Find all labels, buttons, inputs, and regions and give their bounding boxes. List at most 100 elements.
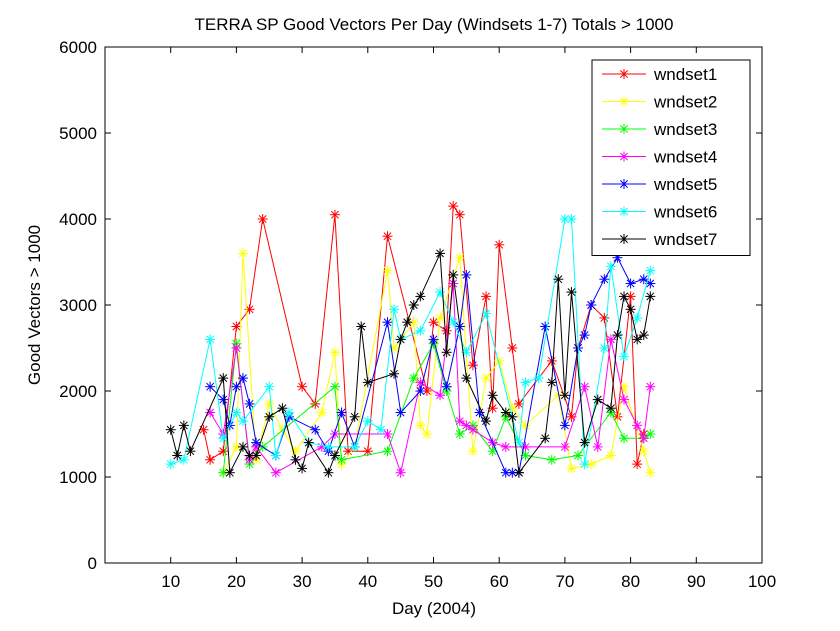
- data-point: [244, 398, 255, 409]
- data-point: [205, 334, 216, 345]
- data-point: [494, 355, 505, 366]
- legend-item: wndset5: [602, 175, 717, 194]
- data-point: [329, 429, 340, 439]
- data-point: [172, 450, 183, 461]
- data-point: [237, 373, 248, 384]
- data-point: [237, 441, 248, 452]
- data-point: [474, 407, 485, 418]
- series-wndset6: [165, 214, 656, 470]
- data-point: [303, 437, 314, 448]
- data-point: [566, 463, 577, 474]
- x-tick-label: 90: [687, 572, 706, 591]
- x-tick-label: 40: [358, 572, 377, 591]
- data-point: [323, 467, 334, 478]
- legend-item: wndset3: [602, 120, 717, 139]
- data-point: [520, 377, 531, 388]
- legend-label: wndset7: [653, 230, 717, 249]
- legend: wndset1 wndset2 wndset3 wndset4 wndset5 wndse…: [591, 59, 751, 256]
- data-point: [349, 441, 360, 452]
- series-line-wndset2: [222, 253, 651, 473]
- legend-label: wndset4: [653, 148, 717, 167]
- legend-box: [591, 59, 751, 256]
- data-point: [441, 347, 452, 358]
- data-point: [264, 381, 275, 392]
- data-point: [487, 390, 498, 401]
- data-point: [448, 317, 459, 328]
- axes: 10 20 30 40 50 60 70 80 90 1000100020003000400050…: [59, 38, 776, 591]
- data-point: [632, 420, 643, 431]
- data-point: [244, 304, 255, 315]
- data-point: [638, 274, 649, 285]
- legend-item: wndset6: [602, 203, 717, 222]
- data-point: [513, 398, 524, 409]
- data-point: [257, 214, 268, 224]
- data-point: [632, 459, 643, 470]
- series-wndset7: [165, 248, 656, 478]
- data-point: [467, 446, 478, 457]
- data-point: [329, 381, 340, 392]
- data-point: [540, 321, 551, 332]
- data-point: [218, 446, 229, 457]
- data-point: [454, 209, 465, 220]
- data-point: [441, 381, 452, 392]
- series-wndset1: [198, 201, 649, 470]
- legend-marker: [619, 96, 629, 107]
- data-point: [619, 291, 630, 302]
- data-point: [231, 343, 242, 353]
- legend-marker: [619, 206, 629, 217]
- y-tick-label: 3000: [59, 296, 97, 315]
- data-point: [632, 312, 643, 323]
- data-point: [382, 429, 393, 439]
- data-point: [645, 291, 656, 302]
- data-point: [619, 394, 630, 405]
- legend-marker: [619, 179, 629, 189]
- data-point: [336, 407, 347, 418]
- legend-label: wndset5: [653, 175, 717, 194]
- data-point: [645, 265, 656, 276]
- data-point: [165, 424, 176, 435]
- data-point: [382, 231, 393, 242]
- data-point: [408, 373, 419, 384]
- data-point: [625, 304, 636, 315]
- y-axis-label: Good Vectors > 1000: [25, 225, 44, 385]
- data-point: [638, 330, 649, 341]
- legend-marker: [619, 69, 629, 79]
- data-point: [389, 368, 400, 379]
- data-point: [415, 386, 426, 396]
- data-point: [297, 463, 308, 474]
- data-point: [329, 209, 340, 220]
- data-point: [461, 420, 472, 431]
- data-point: [218, 433, 229, 444]
- data-point: [435, 390, 446, 401]
- data-point: [231, 321, 242, 332]
- chart-title: TERRA SP Good Vectors Per Day (Windsets …: [195, 15, 674, 34]
- y-tick-label: 5000: [59, 124, 97, 143]
- data-point: [231, 441, 242, 452]
- data-point: [540, 433, 551, 444]
- data-point: [435, 312, 446, 323]
- data-point: [645, 467, 656, 478]
- data-point: [218, 373, 229, 384]
- data-point: [507, 343, 518, 353]
- data-point: [218, 394, 229, 405]
- data-point: [415, 325, 426, 336]
- y-tick-label: 4000: [59, 210, 97, 229]
- data-point: [362, 377, 373, 388]
- data-point: [415, 291, 426, 302]
- data-point: [559, 390, 570, 401]
- x-tick-label: 30: [293, 572, 312, 591]
- data-point: [277, 403, 288, 414]
- data-point: [408, 300, 419, 310]
- data-point: [441, 325, 452, 336]
- series-group: [165, 201, 656, 478]
- data-point: [329, 450, 340, 461]
- y-tick-label: 0: [88, 554, 97, 573]
- x-tick-label: 70: [555, 572, 574, 591]
- data-point: [481, 308, 492, 319]
- data-point: [612, 330, 623, 341]
- data-point: [461, 373, 472, 384]
- data-point: [599, 312, 610, 323]
- data-point: [520, 420, 531, 431]
- data-point: [546, 454, 557, 465]
- data-point: [619, 351, 630, 362]
